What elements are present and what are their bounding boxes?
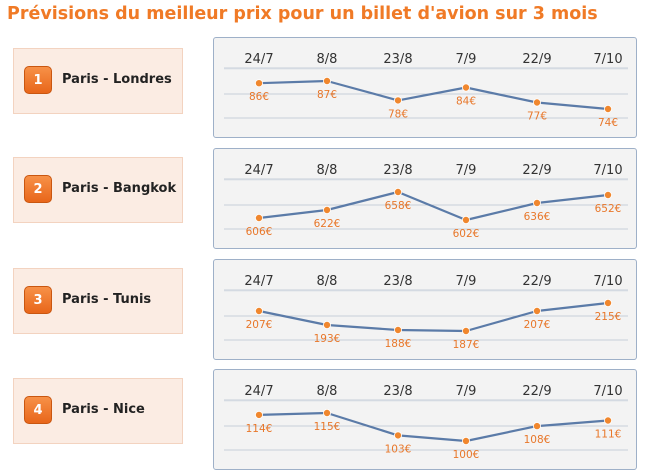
data-point[interactable]	[603, 191, 612, 200]
route-name: Paris - Londres	[62, 72, 172, 87]
data-point[interactable]	[603, 416, 612, 425]
x-tick-label: 8/8	[317, 52, 338, 67]
data-point[interactable]	[393, 188, 402, 197]
data-point[interactable]	[461, 327, 470, 336]
data-value-label: 103€	[385, 443, 412, 455]
x-tick-label: 7/10	[593, 274, 622, 289]
data-value-label: 115€	[314, 421, 341, 433]
x-tick-label: 23/8	[383, 384, 412, 399]
data-value-label: 187€	[453, 339, 480, 351]
x-tick-label: 8/8	[317, 163, 338, 178]
data-value-label: 100€	[453, 449, 480, 461]
data-value-label: 111€	[595, 429, 622, 441]
rank-badge: 3	[24, 286, 52, 314]
price-forecast-chart: 24/7 8/8 23/8 7/9 22/9 7/10 606€ 622€ 658€ 602€ 63…	[213, 148, 637, 249]
x-tick-label: 7/9	[456, 274, 477, 289]
data-point[interactable]	[461, 437, 470, 446]
x-tick-label: 22/9	[522, 384, 551, 399]
chart-svg: 24/7 8/8 23/8 7/9 22/9 7/10 606€ 622€ 658€ 602€ 63…	[224, 163, 628, 240]
data-value-label: 636€	[524, 211, 551, 223]
data-point[interactable]	[393, 431, 402, 440]
data-value-label: 77€	[527, 111, 547, 123]
data-point[interactable]	[393, 96, 402, 105]
x-tick-label: 7/9	[456, 52, 477, 67]
data-point[interactable]	[323, 409, 332, 418]
data-point[interactable]	[255, 307, 264, 316]
x-tick-label: 22/9	[522, 52, 551, 67]
x-tick-label: 24/7	[244, 384, 273, 399]
data-point[interactable]	[323, 321, 332, 330]
x-tick-label: 7/10	[593, 163, 622, 178]
chart-svg: 24/7 8/8 23/8 7/9 22/9 7/10 86€ 87€ 78€ 84€ 77€ 74€	[224, 52, 628, 129]
data-point[interactable]	[255, 410, 264, 419]
data-value-label: 74€	[598, 117, 618, 129]
x-tick-label: 7/9	[456, 384, 477, 399]
price-forecast-chart: 24/7 8/8 23/8 7/9 22/9 7/10 114€ 115€ 103€ 100€ 10…	[213, 369, 637, 470]
data-point[interactable]	[323, 77, 332, 86]
data-value-label: 87€	[317, 89, 337, 101]
route-card: 3 Paris - Tunis	[13, 268, 183, 334]
data-value-label: 652€	[595, 203, 622, 215]
chart-svg: 24/7 8/8 23/8 7/9 22/9 7/10 207€ 193€ 188€ 187€ 20…	[224, 274, 628, 351]
data-point[interactable]	[603, 299, 612, 308]
data-value-label: 606€	[246, 226, 273, 238]
data-value-label: 658€	[385, 200, 412, 212]
data-value-label: 622€	[314, 218, 341, 230]
price-forecast-chart: 24/7 8/8 23/8 7/9 22/9 7/10 86€ 87€ 78€ 84€ 77€ 74€	[213, 37, 637, 138]
data-point[interactable]	[532, 307, 541, 316]
chart-svg: 24/7 8/8 23/8 7/9 22/9 7/10 114€ 115€ 103€ 100€ 10…	[224, 384, 628, 461]
x-tick-label: 23/8	[383, 163, 412, 178]
page-title: Prévisions du meilleur prix pour un bill…	[7, 4, 598, 24]
data-value-label: 108€	[524, 434, 551, 446]
rank-badge: 1	[24, 66, 52, 94]
data-value-label: 114€	[246, 423, 273, 435]
data-value-label: 215€	[595, 311, 622, 323]
data-point[interactable]	[603, 105, 612, 114]
data-value-label: 193€	[314, 333, 341, 345]
x-tick-label: 24/7	[244, 52, 273, 67]
data-point[interactable]	[532, 422, 541, 431]
x-tick-label: 7/9	[456, 163, 477, 178]
series-line	[258, 411, 609, 443]
data-value-label: 86€	[249, 91, 269, 103]
series-line	[258, 190, 609, 222]
route-name: Paris - Tunis	[62, 292, 152, 307]
x-tick-label: 7/10	[593, 52, 622, 67]
data-point[interactable]	[255, 79, 264, 88]
data-value-label: 78€	[388, 108, 408, 120]
data-point[interactable]	[461, 216, 470, 225]
data-value-label: 207€	[524, 319, 551, 331]
data-point[interactable]	[532, 98, 541, 107]
route-card: 2 Paris - Bangkok	[13, 157, 183, 223]
rank-badge: 4	[24, 396, 52, 424]
x-tick-label: 23/8	[383, 274, 412, 289]
data-value-label: 602€	[453, 228, 480, 240]
rank-badge: 2	[24, 175, 52, 203]
price-forecast-chart: 24/7 8/8 23/8 7/9 22/9 7/10 207€ 193€ 188€ 187€ 20…	[213, 259, 637, 360]
x-tick-label: 24/7	[244, 163, 273, 178]
x-tick-label: 24/7	[244, 274, 273, 289]
x-tick-label: 7/10	[593, 384, 622, 399]
data-point[interactable]	[323, 206, 332, 215]
x-tick-label: 22/9	[522, 163, 551, 178]
route-name: Paris - Bangkok	[62, 181, 177, 196]
route-card: 1 Paris - Londres	[13, 48, 183, 114]
route-card: 4 Paris - Nice	[13, 378, 183, 444]
x-tick-label: 8/8	[317, 274, 338, 289]
series-line	[258, 301, 609, 333]
data-value-label: 84€	[456, 96, 476, 108]
series-line	[258, 79, 609, 111]
data-point[interactable]	[532, 199, 541, 208]
x-tick-label: 23/8	[383, 52, 412, 67]
data-value-label: 188€	[385, 338, 412, 350]
data-point[interactable]	[255, 214, 264, 223]
x-tick-label: 8/8	[317, 384, 338, 399]
data-point[interactable]	[393, 326, 402, 335]
route-name: Paris - Nice	[62, 402, 145, 417]
data-value-label: 207€	[246, 319, 273, 331]
data-point[interactable]	[461, 83, 470, 92]
x-tick-label: 22/9	[522, 274, 551, 289]
